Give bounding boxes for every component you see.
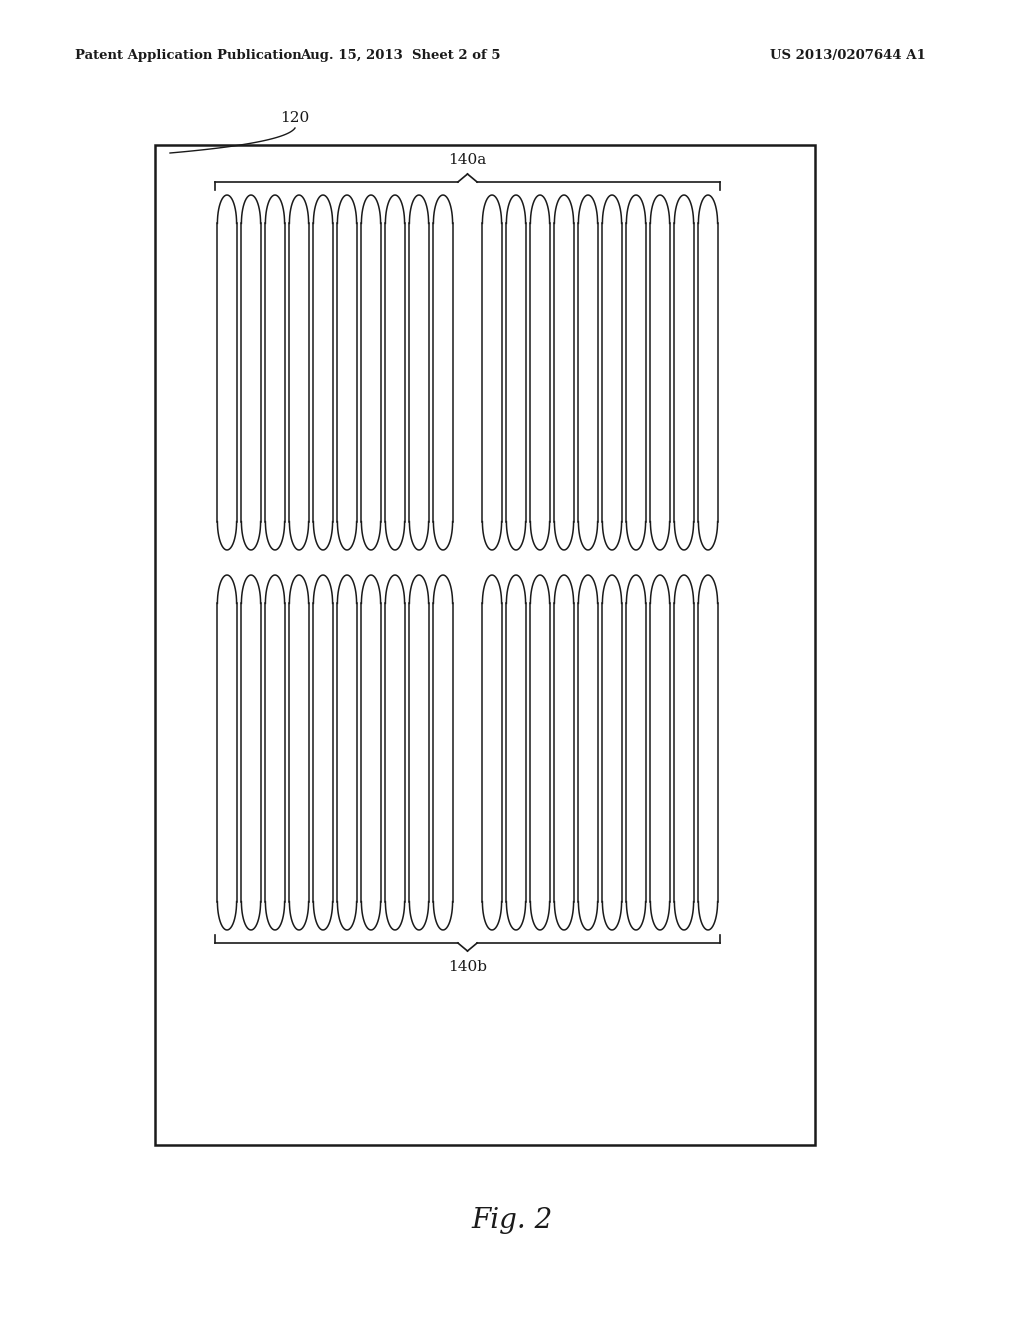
Text: Aug. 15, 2013  Sheet 2 of 5: Aug. 15, 2013 Sheet 2 of 5 <box>300 49 501 62</box>
Text: US 2013/0207644 A1: US 2013/0207644 A1 <box>770 49 926 62</box>
Text: 140a: 140a <box>449 153 486 168</box>
Text: 120: 120 <box>280 111 309 125</box>
Bar <box>155 145 815 1144</box>
Text: Fig. 2: Fig. 2 <box>471 1206 553 1233</box>
Text: Patent Application Publication: Patent Application Publication <box>75 49 302 62</box>
Text: 140b: 140b <box>449 960 487 974</box>
